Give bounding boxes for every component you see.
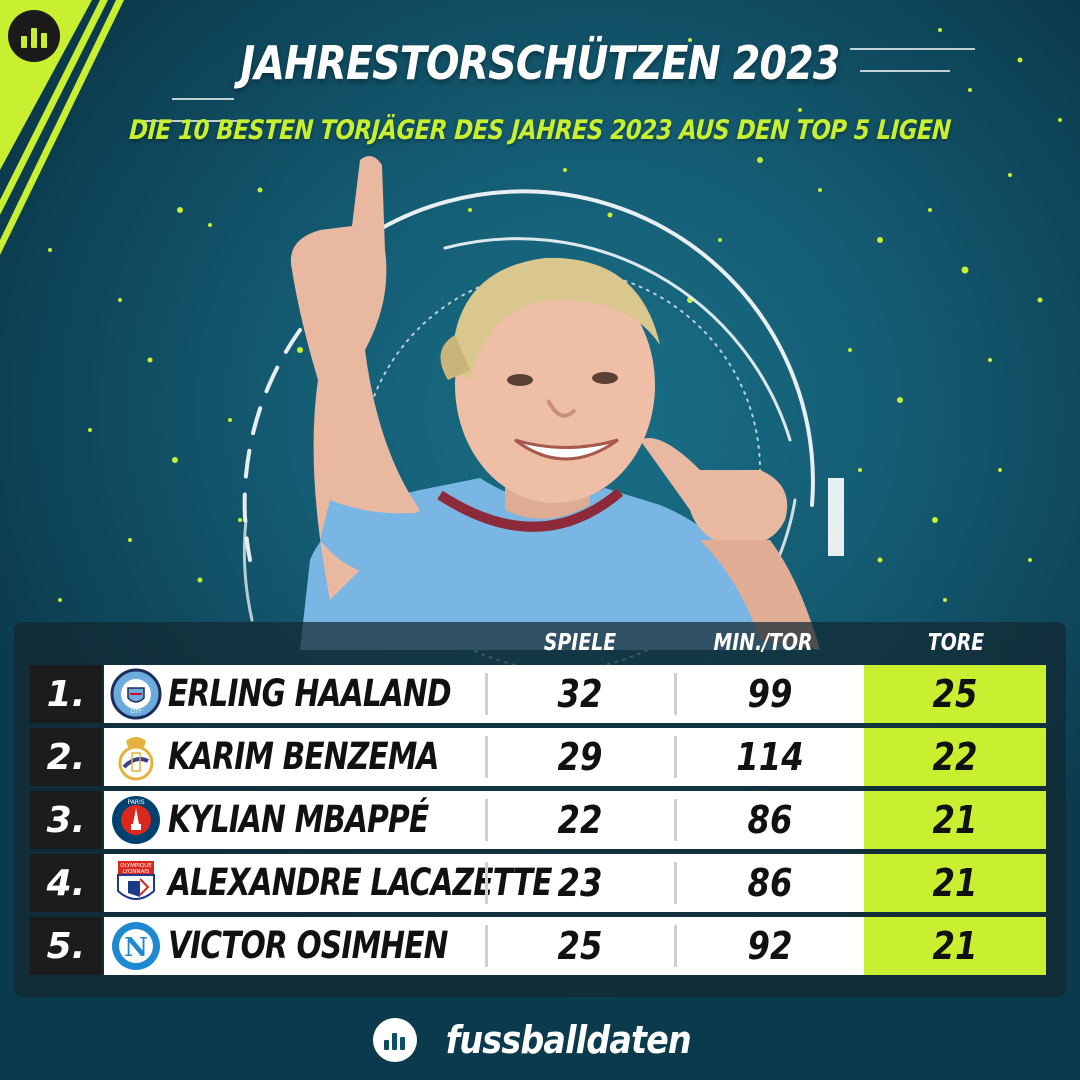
napoli-crest-icon: N (112, 922, 160, 970)
goals-value: 21 (932, 861, 978, 905)
min-per-goal-value: 86 (747, 798, 793, 842)
column-divider (674, 799, 677, 841)
goals-cell: 21 (864, 917, 1046, 975)
column-divider (485, 862, 488, 904)
games-value: 29 (557, 735, 603, 779)
games-value: 22 (557, 798, 603, 842)
svg-text:PARIS: PARIS (127, 799, 144, 806)
table-row: 2. KARIM BENZEMA 29 114 22 (30, 728, 1046, 786)
row-body: PARIS KYLIAN MBAPPÉ 22 86 (104, 791, 864, 849)
brand-name: fussballdaten (445, 1018, 691, 1062)
row-body: N VICTOR OSIMHEN 25 92 (104, 917, 864, 975)
svg-text:N: N (124, 933, 148, 963)
games-value: 32 (557, 672, 603, 716)
table-row: 4. OLYMPIQUE LYONNAIS ALEXANDRE LACAZETT… (30, 854, 1046, 912)
row-body: KARIM BENZEMA 29 114 (104, 728, 864, 786)
rank-cell: 1. (30, 665, 102, 723)
rank-cell: 4. (30, 854, 102, 912)
table-row: 3. PARIS KYLIAN MBAPPÉ 22 86 21 (30, 791, 1046, 849)
min-per-goal-value: 99 (747, 672, 793, 716)
title-rule-right-lower (860, 70, 950, 72)
goals-cell: 21 (864, 854, 1046, 912)
manchester-city-crest-icon: CITY (110, 668, 162, 720)
table-row: 1. CITY ERLING HAALAND 32 99 25 (30, 665, 1046, 723)
column-divider (485, 736, 488, 778)
column-divider (674, 925, 677, 967)
bar-chart-logo-icon (372, 1018, 417, 1062)
column-divider (485, 673, 488, 715)
column-header-games: SPIELE (543, 630, 617, 656)
page-title: JAHRESTORSCHÜTZEN 2023 (240, 36, 840, 90)
rank-cell: 3. (30, 791, 102, 849)
psg-crest-icon: PARIS (112, 796, 160, 844)
min-per-goal-value: 114 (736, 735, 804, 779)
column-divider (485, 799, 488, 841)
min-per-goal-value: 92 (747, 924, 793, 968)
goals-value: 21 (932, 924, 978, 968)
column-divider (674, 673, 677, 715)
column-divider (674, 736, 677, 778)
player-name: ALEXANDRE LACAZETTE (168, 861, 552, 904)
fussballdaten-logo-icon (8, 10, 60, 62)
player-name: KYLIAN MBAPPÉ (168, 798, 429, 841)
goals-cell: 25 (864, 665, 1046, 723)
column-divider (485, 925, 488, 967)
goals-value: 21 (932, 798, 978, 842)
rank-cell: 2. (30, 728, 102, 786)
goals-value: 22 (932, 735, 978, 779)
svg-text:OLYMPIQUE: OLYMPIQUE (120, 863, 152, 869)
row-body: CITY ERLING HAALAND 32 99 (104, 665, 864, 723)
games-value: 25 (557, 924, 603, 968)
row-body: OLYMPIQUE LYONNAIS ALEXANDRE LACAZETTE 2… (104, 854, 864, 912)
lyon-crest-icon: OLYMPIQUE LYONNAIS (117, 861, 155, 900)
player-name: VICTOR OSIMHEN (168, 924, 448, 967)
goals-value: 25 (932, 672, 978, 716)
goals-cell: 21 (864, 791, 1046, 849)
corner-stripes-decoration (0, 0, 124, 255)
table-row: 5. N VICTOR OSIMHEN 25 92 21 (30, 917, 1046, 975)
column-header-min-per-goal: MIN./TOR (713, 630, 813, 656)
real-madrid-crest-icon (118, 737, 154, 781)
title-rule-left (172, 98, 234, 100)
player-name: ERLING HAALAND (168, 672, 452, 715)
svg-text:LYONNAIS: LYONNAIS (123, 869, 150, 875)
min-per-goal-value: 86 (747, 861, 793, 905)
brand-footer: fussballdaten (0, 1018, 1080, 1062)
goals-cell: 22 (864, 728, 1046, 786)
column-header-goals: TORE (927, 630, 985, 656)
page-subtitle: DIE 10 BESTEN TORJÄGER DES JAHRES 2023 A… (128, 115, 952, 146)
column-divider (674, 862, 677, 904)
title-rule-right (850, 48, 975, 50)
rank-cell: 5. (30, 917, 102, 975)
games-value: 23 (557, 861, 603, 905)
player-name: KARIM BENZEMA (168, 735, 439, 778)
title-rule-left-lower (140, 120, 250, 122)
svg-text:CITY: CITY (130, 709, 142, 715)
